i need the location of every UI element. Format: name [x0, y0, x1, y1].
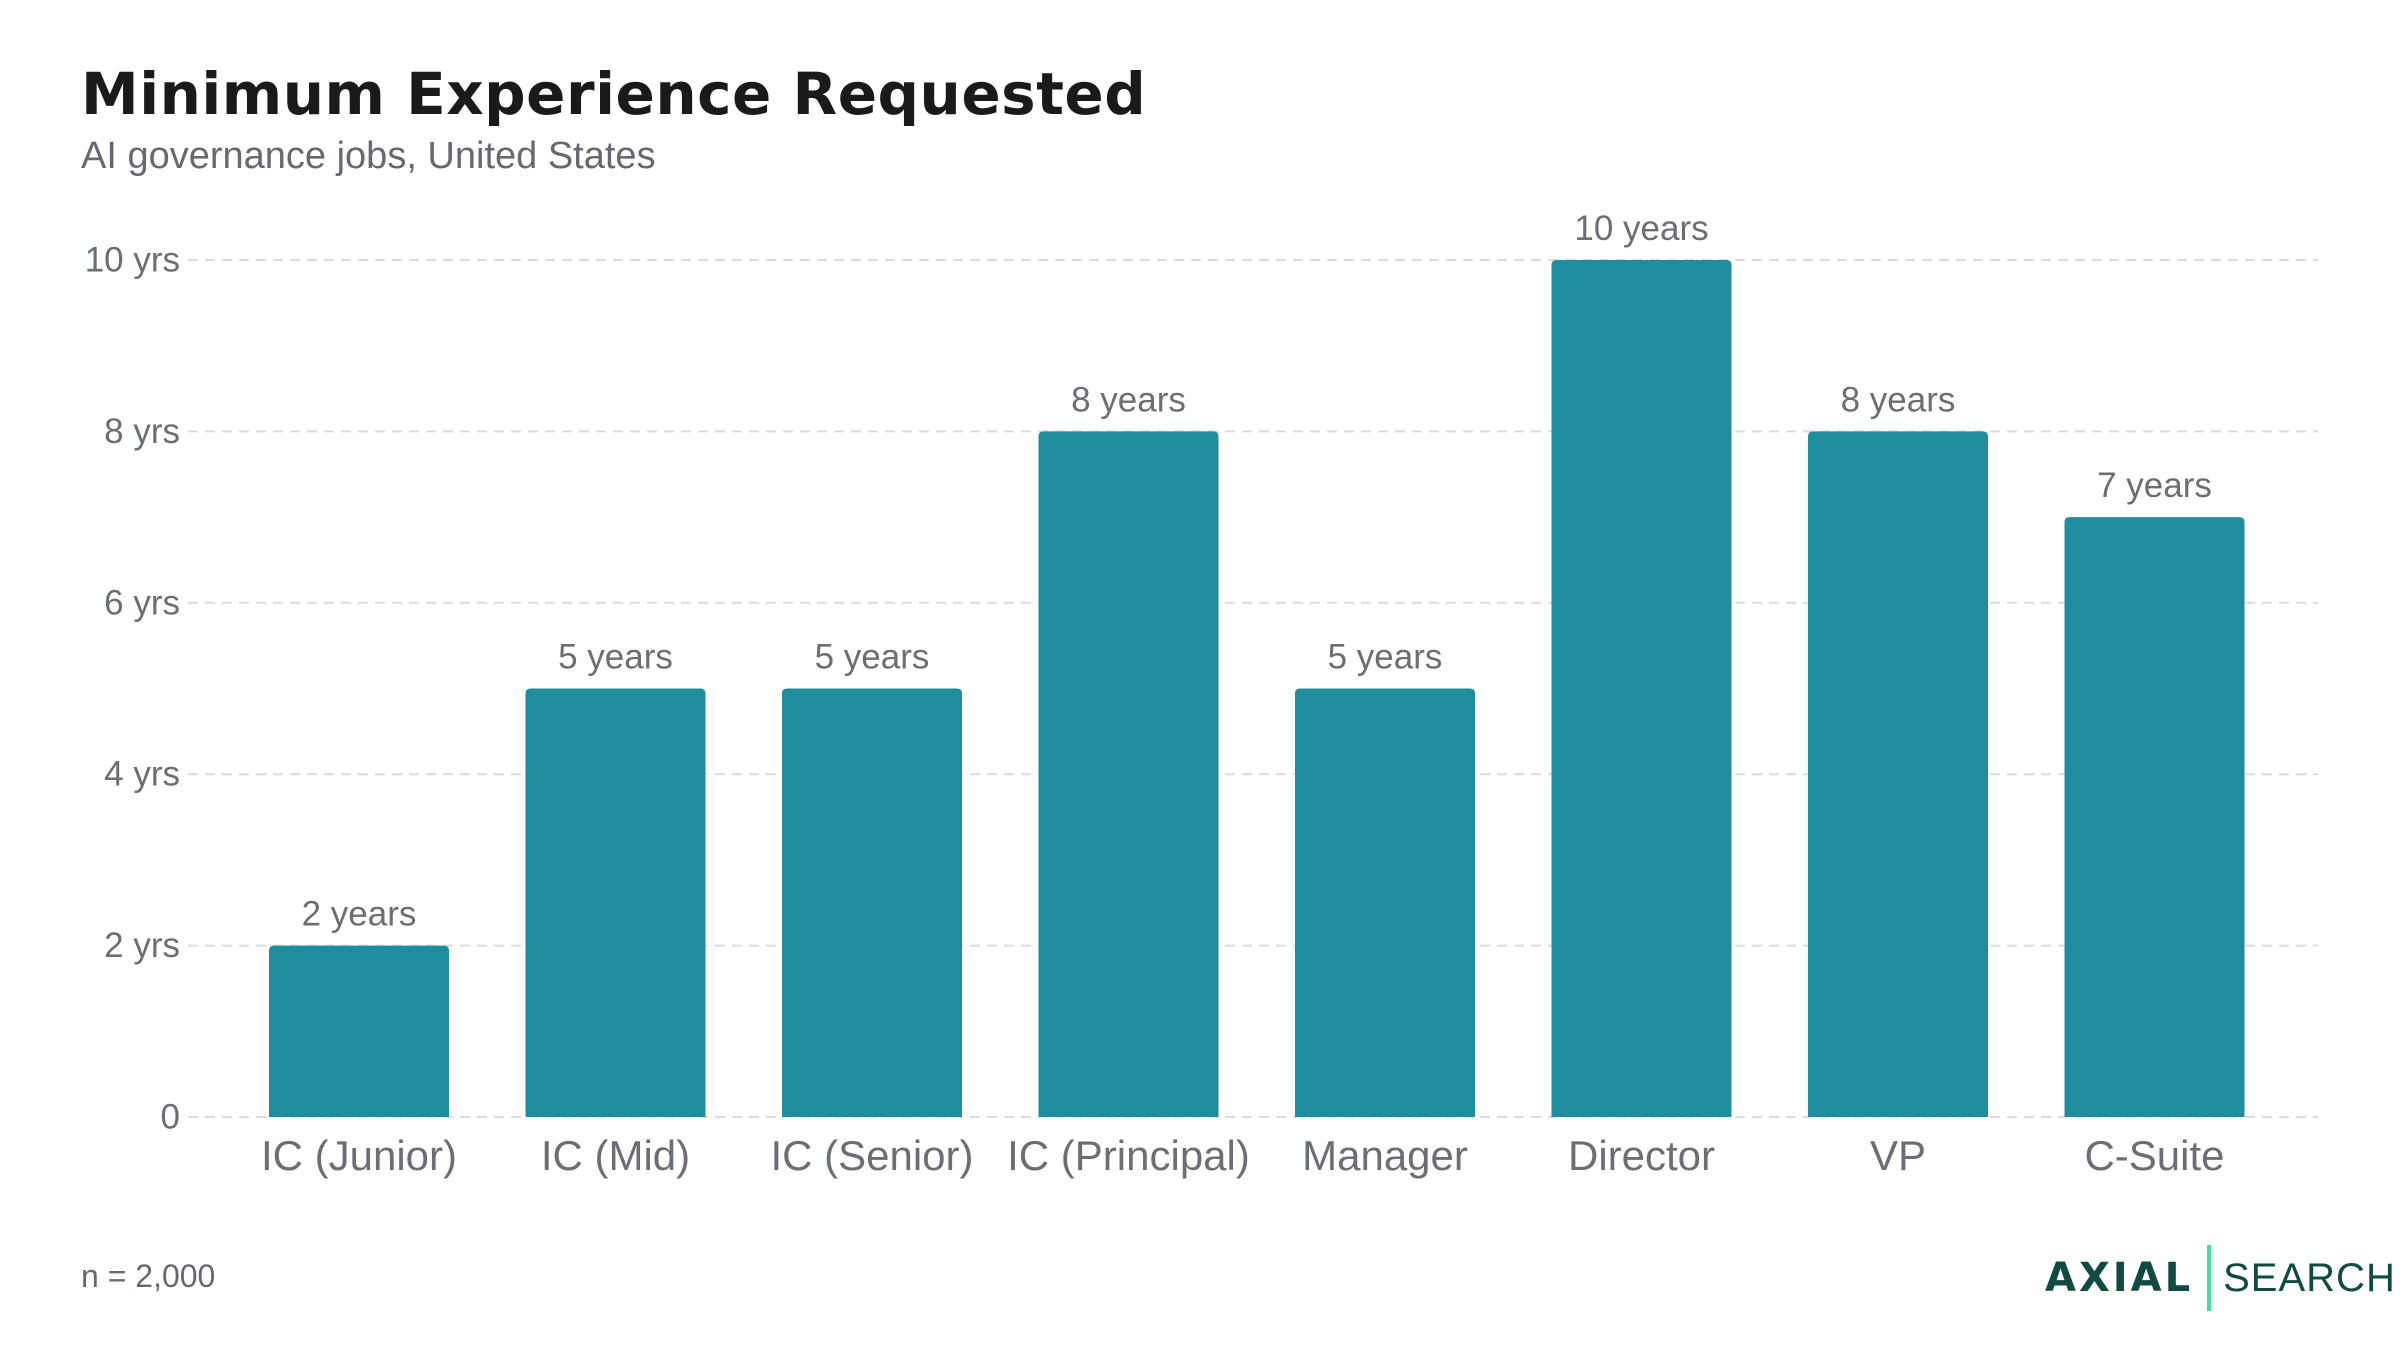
bar-ic-principal [1038, 431, 1219, 1117]
y-tick-label: 10 yrs [85, 241, 180, 280]
chart-title: Minimum Experience Requested [81, 60, 1147, 128]
bar-ic-senior [782, 688, 962, 1117]
bar-value-label: 8 years [1071, 380, 1186, 419]
x-tick-label: Director [1568, 1132, 1715, 1179]
x-tick-label: IC (Principal) [1007, 1132, 1250, 1179]
x-tick-label: VP [1870, 1132, 1926, 1179]
y-tick-label: 4 yrs [104, 755, 180, 794]
bar-ic-junior [269, 945, 449, 1117]
bar-director [1551, 260, 1732, 1117]
logo-axial-text: AXIAL [2045, 1255, 2194, 1301]
x-tick-label: Manager [1302, 1132, 1468, 1179]
logo-search-text: SEARCH [2223, 1255, 2396, 1300]
x-tick-label: IC (Senior) [770, 1132, 973, 1179]
bar-vp [1808, 431, 1988, 1117]
x-tick-label: C-Suite [2084, 1132, 2224, 1179]
bar-value-label: 10 years [1574, 209, 1708, 248]
bar-value-label: 2 years [302, 895, 417, 934]
y-tick-label: 0 [161, 1098, 180, 1137]
bar-manager [1295, 688, 1475, 1117]
x-tick-label: IC (Mid) [541, 1132, 690, 1179]
bar-value-label: 5 years [1328, 638, 1443, 677]
logo-divider [2207, 1245, 2212, 1311]
axial-search-logo: AXIAL SEARCH [2045, 1245, 2396, 1311]
y-tick-label: 8 yrs [104, 412, 180, 451]
bar-value-label: 8 years [1841, 380, 1956, 419]
chart-subtitle: AI governance jobs, United States [81, 135, 656, 177]
bar-ic-mid [525, 688, 706, 1117]
x-tick-label: IC (Junior) [261, 1132, 457, 1179]
bar-value-label: 7 years [2097, 466, 2212, 505]
bar-c-suite [2064, 517, 2245, 1117]
bar-value-label: 5 years [815, 638, 930, 677]
y-tick-label: 6 yrs [104, 583, 180, 622]
sample-size-note: n = 2,000 [81, 1258, 216, 1294]
y-tick-label: 2 yrs [104, 926, 180, 965]
bar-value-label: 5 years [558, 638, 673, 677]
